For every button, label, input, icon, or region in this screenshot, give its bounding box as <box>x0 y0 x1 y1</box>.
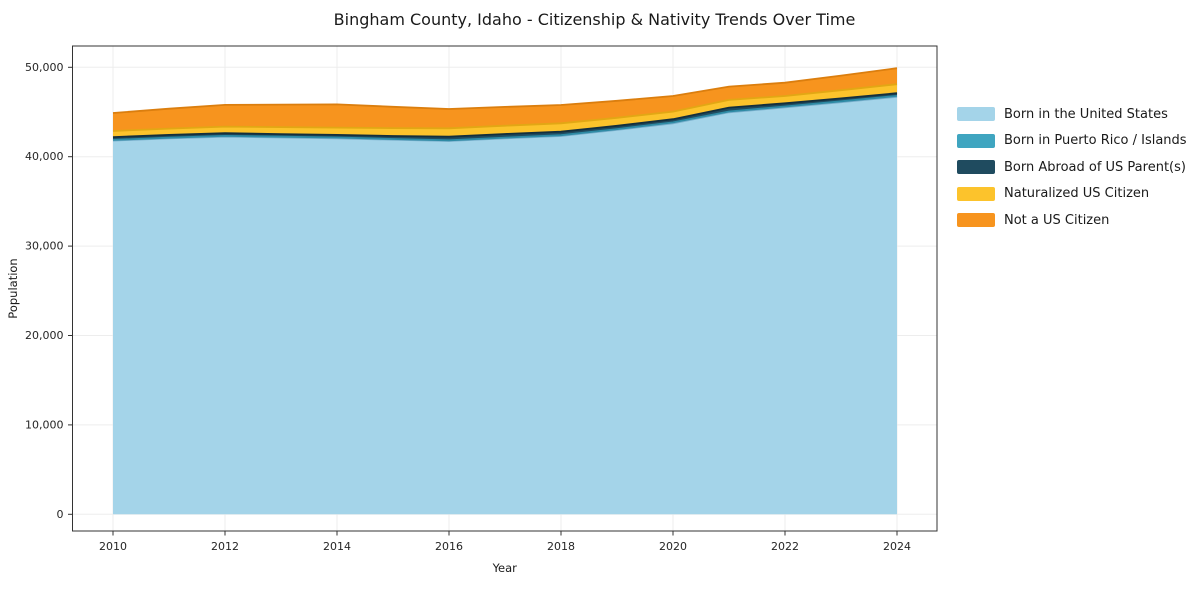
plot-border <box>72 45 938 532</box>
x-tick-label: 2016 <box>435 540 463 553</box>
y-tick-label: 40,000 <box>25 150 64 163</box>
y-tick-label: 20,000 <box>25 329 64 342</box>
x-tick-label: 2024 <box>883 540 911 553</box>
x-tick-label: 2014 <box>323 540 351 553</box>
legend-item: Not a US Citizen <box>957 207 1187 234</box>
legend-swatch-born-us <box>957 107 995 122</box>
x-tick-label: 2018 <box>547 540 575 553</box>
legend-item: Born Abroad of US Parent(s) <box>957 154 1187 181</box>
axes: 0 10,000 20,000 30,000 40,000 50,000 2010 2012 2… <box>6 61 911 575</box>
y-tick-label: 0 <box>57 508 64 521</box>
y-axis-label: Population <box>6 258 20 318</box>
y-tick-label: 30,000 <box>25 240 64 253</box>
area-layer <box>113 93 897 141</box>
legend-item: Born in Puerto Rico / Islands <box>957 128 1187 155</box>
x-tick-label: 2010 <box>99 540 127 553</box>
area-layer <box>113 96 897 515</box>
legend: Born in the United States Born in Puerto… <box>957 101 1187 234</box>
x-tick-label: 2022 <box>771 540 799 553</box>
legend-label: Naturalized US Citizen <box>1004 186 1150 202</box>
legend-label: Not a US Citizen <box>1004 212 1110 228</box>
legend-swatch-puerto-rico <box>957 133 995 148</box>
legend-swatch-born-abroad <box>957 160 995 175</box>
legend-swatch-naturalized <box>957 186 995 201</box>
area-layers <box>112 67 898 515</box>
area-edge-line <box>112 67 898 114</box>
legend-label: Born in Puerto Rico / Islands <box>1004 133 1187 149</box>
chart-title: Bingham County, Idaho - Citizenship & Na… <box>333 10 856 29</box>
area-edge-line <box>112 92 898 138</box>
x-axis-label: Year <box>492 561 518 575</box>
area-edge-line <box>112 95 898 142</box>
legend-swatch-not-citizen <box>957 213 995 228</box>
y-tick-label: 50,000 <box>25 61 64 74</box>
legend-label: Born Abroad of US Parent(s) <box>1004 159 1186 175</box>
x-tick-label: 2012 <box>211 540 239 553</box>
x-tick-label: 2020 <box>659 540 687 553</box>
legend-label: Born in the United States <box>1004 106 1168 122</box>
legend-item: Naturalized US Citizen <box>957 181 1187 208</box>
y-tick-label: 10,000 <box>25 418 64 431</box>
area-layer <box>113 68 897 131</box>
legend-item: Born in the United States <box>957 101 1187 128</box>
area-edge-line <box>112 83 898 132</box>
